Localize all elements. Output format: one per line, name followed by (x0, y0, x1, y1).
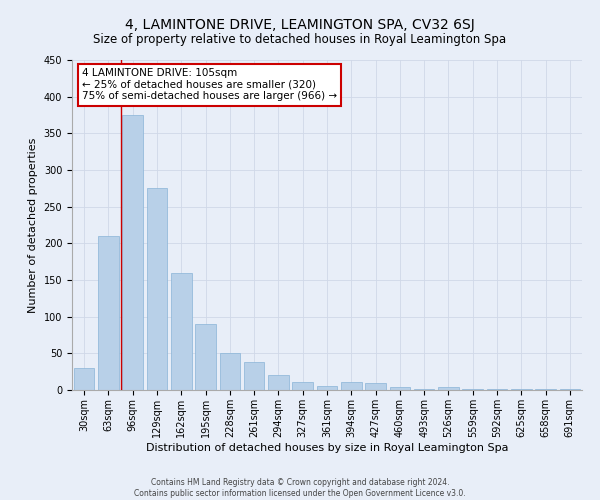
Text: Size of property relative to detached houses in Royal Leamington Spa: Size of property relative to detached ho… (94, 32, 506, 46)
Bar (171, 272, 191, 390)
Bar (389, 387, 410, 390)
Bar (98, 236, 119, 390)
Bar (317, 386, 337, 390)
Text: 4, LAMINTONE DRIVE, LEAMINGTON SPA, CV32 6SJ: 4, LAMINTONE DRIVE, LEAMINGTON SPA, CV32… (125, 18, 475, 32)
Bar (220, 354, 240, 390)
Bar (365, 382, 386, 390)
Bar (122, 115, 143, 390)
Bar (341, 382, 362, 390)
Bar (560, 388, 580, 390)
Text: Contains HM Land Registry data © Crown copyright and database right 2024.
Contai: Contains HM Land Registry data © Crown c… (134, 478, 466, 498)
Bar (244, 362, 265, 390)
Bar (74, 368, 94, 390)
Text: 4 LAMINTONE DRIVE: 105sqm
← 25% of detached houses are smaller (320)
75% of semi: 4 LAMINTONE DRIVE: 105sqm ← 25% of detac… (82, 68, 337, 102)
Bar (438, 387, 459, 390)
Bar (195, 324, 216, 390)
Bar (146, 188, 167, 390)
Bar (292, 382, 313, 390)
Bar (511, 388, 532, 390)
Y-axis label: Number of detached properties: Number of detached properties (28, 138, 38, 312)
X-axis label: Distribution of detached houses by size in Royal Leamington Spa: Distribution of detached houses by size … (146, 442, 508, 452)
Bar (268, 376, 289, 390)
